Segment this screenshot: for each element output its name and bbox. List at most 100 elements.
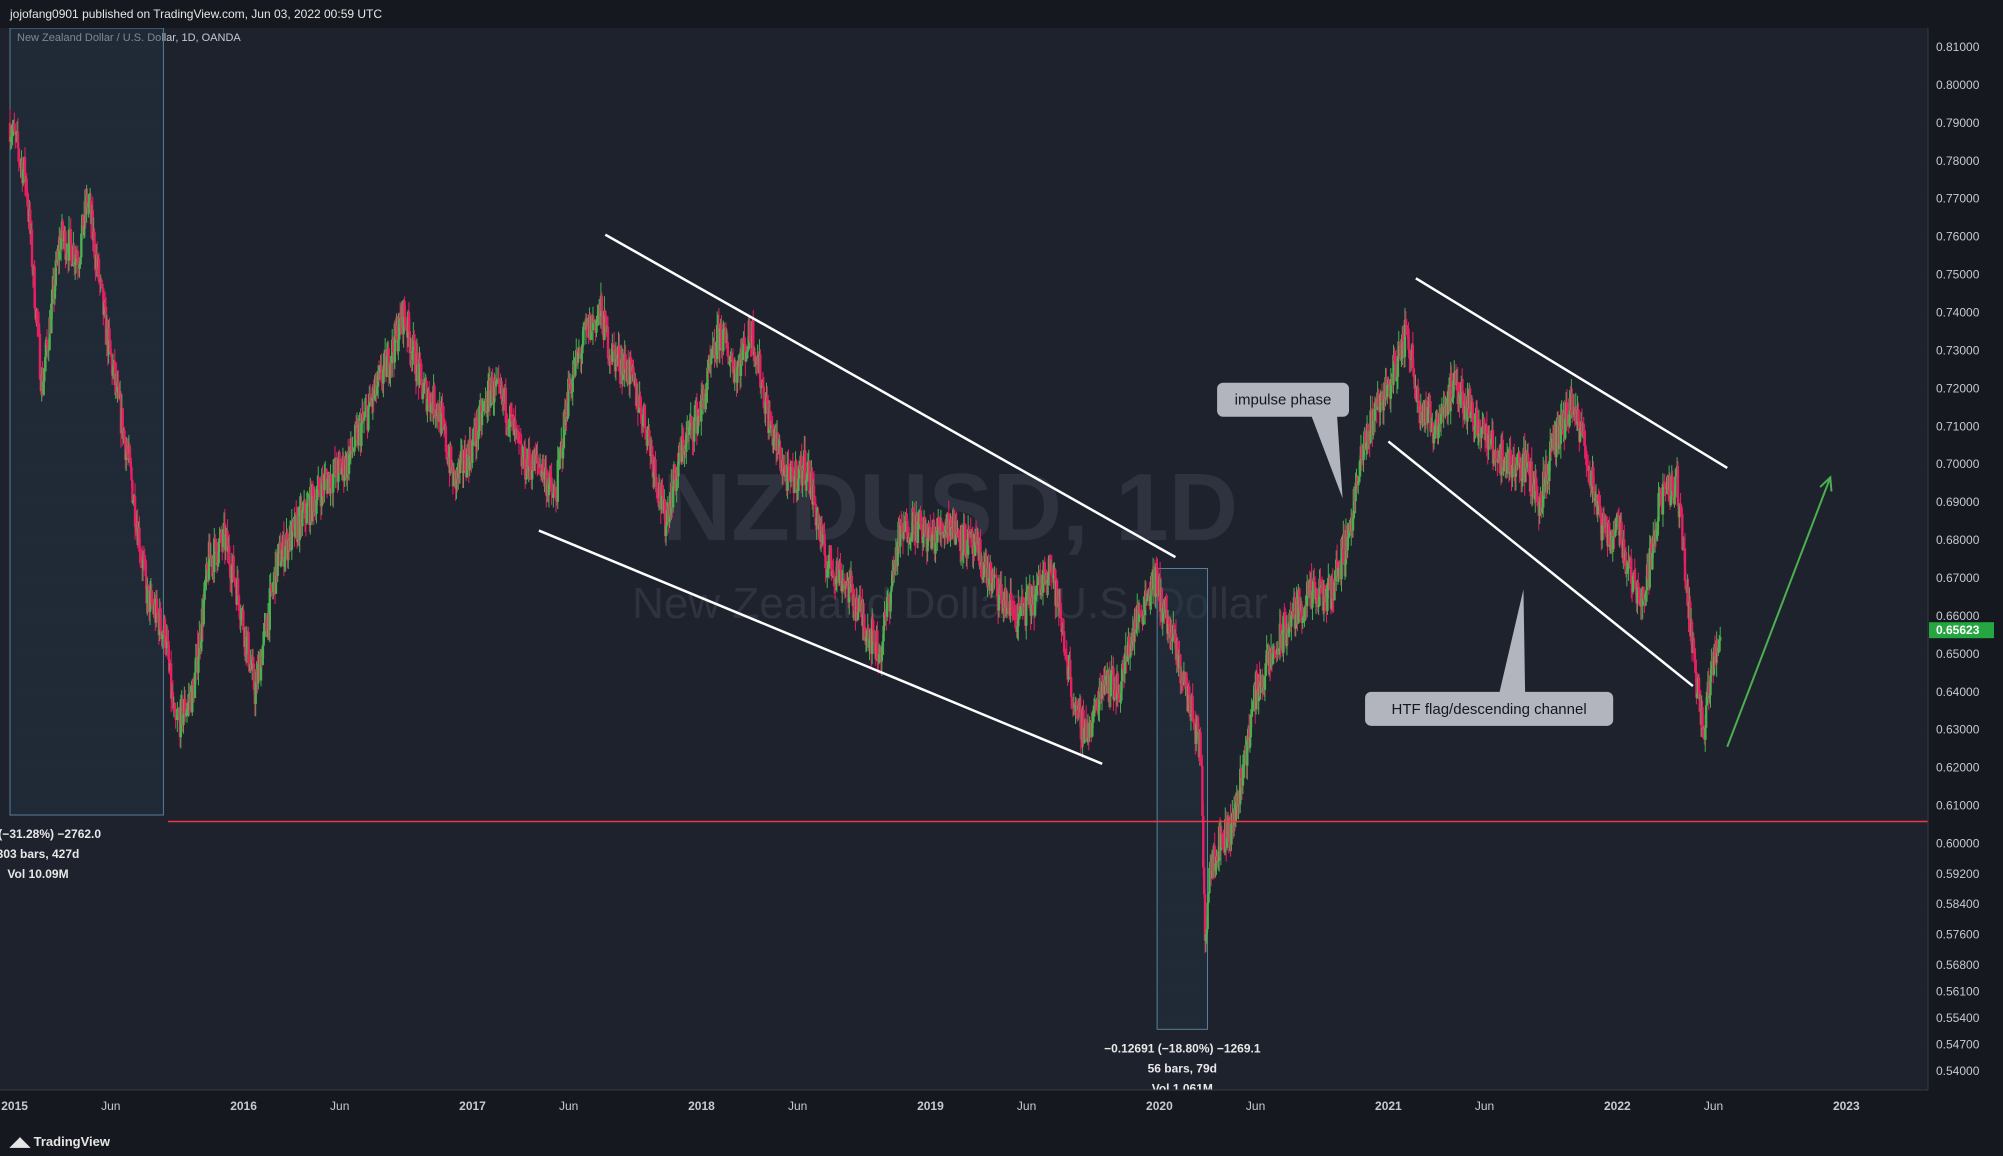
candle-body <box>759 386 763 388</box>
candle-body <box>1704 705 1708 728</box>
candle-body <box>1490 438 1493 445</box>
candle-body <box>1012 610 1016 615</box>
candle-body <box>46 344 50 351</box>
candle-body <box>533 452 537 471</box>
candle-body <box>943 531 946 539</box>
candle-body <box>542 458 545 480</box>
candle-body <box>368 393 372 402</box>
candle-body <box>1439 413 1443 424</box>
candle-body <box>1568 398 1571 427</box>
candle-body <box>1571 393 1574 413</box>
candle-body <box>228 564 232 579</box>
candle-body <box>373 389 376 399</box>
candle-body <box>485 399 488 413</box>
price-tick-label: 0.66000 <box>1936 609 1980 623</box>
candle-body <box>101 283 104 289</box>
candle-body <box>277 544 280 554</box>
candle-body <box>1411 344 1415 369</box>
candle-body <box>688 423 692 428</box>
time-tick-label: Jun <box>330 1099 349 1113</box>
candle-body <box>1166 620 1170 634</box>
candle-body <box>407 311 411 332</box>
candle-body <box>91 210 94 241</box>
candle-body <box>974 533 978 542</box>
candle-body <box>1648 548 1651 588</box>
candle-body <box>182 714 185 726</box>
price-axis[interactable]: 0.81000 0.80000 0.79000 0.78000 0.77000 0.760… <box>1927 28 2003 1128</box>
time-tick-label: Jun <box>1704 1099 1723 1113</box>
candle-body <box>1427 400 1430 408</box>
candle-body <box>787 463 790 467</box>
candle-body <box>1098 687 1101 711</box>
candle-body <box>554 496 558 501</box>
time-axis[interactable]: 2015 Jun 2016 Jun 2017 Jun 2018 Jun 2019 Jun 2020 J… <box>0 1089 1928 1128</box>
candle-body <box>991 572 994 584</box>
candle-body <box>705 389 708 394</box>
candle-body <box>1514 463 1518 477</box>
candle-body <box>821 530 825 544</box>
candle-body <box>199 632 202 649</box>
candle-body <box>814 503 817 526</box>
candle-body <box>1689 601 1692 637</box>
price-tick-label: 0.63000 <box>1936 723 1980 737</box>
candle-body <box>1565 402 1569 425</box>
candle-body <box>1481 426 1484 428</box>
candle-body <box>155 598 159 614</box>
time-tick-label: Jun <box>1475 1099 1494 1113</box>
candle-body <box>498 380 501 387</box>
candle-body <box>651 454 655 478</box>
candle-body <box>734 366 737 369</box>
candle-body <box>1009 593 1012 616</box>
candle-body <box>18 158 21 164</box>
candle-body <box>726 342 729 357</box>
candle-body <box>1466 395 1469 422</box>
candle-body <box>169 663 173 699</box>
candle-body <box>1651 552 1654 570</box>
candle-body <box>478 405 481 432</box>
candle-body <box>507 427 510 429</box>
candle-body <box>1242 764 1245 766</box>
candle-body <box>839 562 842 570</box>
candle-body <box>855 598 859 620</box>
candle-body <box>1120 681 1123 701</box>
candle-body <box>867 628 870 648</box>
candle-body <box>303 501 307 519</box>
candle-body <box>1357 480 1360 486</box>
candle-body <box>1386 385 1389 398</box>
candle-body <box>1191 696 1194 720</box>
price-tick-label: 0.75000 <box>1936 268 1980 282</box>
candle-body <box>1634 580 1637 590</box>
tradingview-logo[interactable]: ◢◣ TradingView <box>10 1134 110 1150</box>
price-tick-label: 0.79000 <box>1936 116 1980 130</box>
candle-body <box>1555 421 1558 458</box>
candle-body <box>1471 402 1474 422</box>
candle-body <box>1062 629 1065 632</box>
candle-body <box>226 530 229 552</box>
candle-body <box>425 380 428 412</box>
candle-body <box>387 348 390 378</box>
candle-body <box>1177 653 1180 668</box>
candle-body <box>1207 893 1210 903</box>
channel-line <box>1387 440 1694 688</box>
candle-body <box>748 320 751 340</box>
candle-body <box>1428 400 1431 402</box>
chart-area[interactable]: NZDUSD, 1D New Zealand Dollar / U.S. Dol… <box>0 27 2003 1128</box>
candle-body <box>1611 539 1614 550</box>
candle-body <box>220 531 223 543</box>
candle-body <box>1125 646 1128 662</box>
candle-body <box>109 340 112 353</box>
candle-body <box>257 663 260 684</box>
price-chart[interactable]: NZDUSD, 1D New Zealand Dollar / U.S. Dol… <box>0 27 2003 1128</box>
candle-body <box>364 406 367 412</box>
candle-body <box>1472 421 1475 430</box>
candle-body <box>184 699 187 716</box>
candle-body <box>1618 530 1622 536</box>
candle-body <box>557 459 560 461</box>
candle-body <box>23 157 27 182</box>
candle-body <box>822 530 825 535</box>
candle-body <box>321 476 324 484</box>
candle-body <box>70 243 73 266</box>
candle-body <box>648 430 651 439</box>
candle-body <box>1272 650 1275 654</box>
candle-body <box>510 414 514 416</box>
